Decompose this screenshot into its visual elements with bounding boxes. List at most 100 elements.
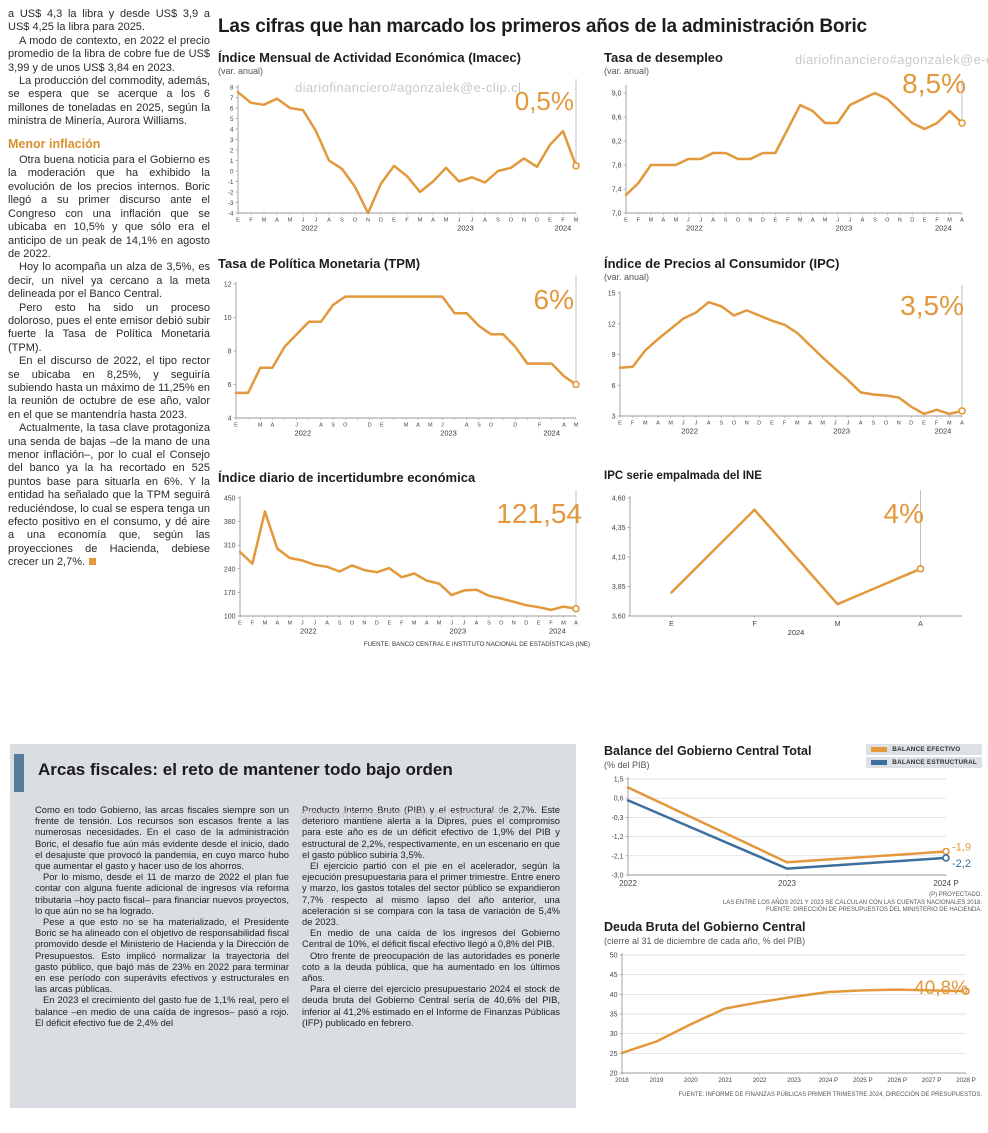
svg-text:E: E: [770, 421, 774, 427]
chart-title: Tasa de desempleo: [604, 50, 723, 65]
svg-text:A: A: [707, 421, 711, 427]
chart-current-value: 4%: [883, 498, 924, 529]
svg-text:F: F: [631, 421, 635, 427]
svg-text:2028 P: 2028 P: [956, 1077, 976, 1084]
imacec-line-chart: 8 7 6 5 4 3 2 1 0 -1 -2 -3 -4 E F M A M J J A S O N D E F M A M J J A S O N…: [218, 77, 590, 235]
svg-text:5: 5: [230, 116, 234, 123]
svg-text:A: A: [483, 218, 487, 224]
chart-subtitle: (var. anual): [604, 66, 650, 76]
paragraph: A modo de contexto, en 2022 el precio pr…: [8, 34, 210, 74]
svg-text:F: F: [538, 423, 542, 429]
svg-text:A: A: [711, 218, 715, 224]
svg-text:J: J: [295, 423, 298, 429]
paragraph: En medio de una caída de los ingresos de…: [302, 927, 560, 950]
svg-text:J: J: [313, 621, 316, 627]
svg-text:A: A: [275, 621, 279, 627]
legend-item-estructural: BALANCE ESTRUCTURAL: [866, 757, 982, 768]
chart-card-ipc-empalmada: IPC serie empalmada del INE 4,60 4,35 4,10…: [604, 470, 976, 638]
chart-card-balance: BALANCE EFECTIVO BALANCE ESTRUCTURAL Bal…: [604, 744, 982, 915]
svg-text:6: 6: [228, 382, 232, 389]
svg-text:-2: -2: [228, 189, 234, 196]
subhead-menor-inflacion: Menor inflación: [8, 136, 101, 151]
svg-text:S: S: [338, 621, 342, 627]
fiscal-column-2: Producto Interno Bruto (PIB) y el estruc…: [302, 804, 560, 1028]
svg-text:O: O: [350, 621, 355, 627]
svg-text:F: F: [549, 621, 553, 627]
svg-text:8: 8: [228, 349, 232, 356]
svg-text:S: S: [871, 421, 875, 427]
svg-text:E: E: [392, 218, 396, 224]
svg-text:J: J: [699, 218, 702, 224]
tpm-line-chart: 12 10 8 6 4 E M A J A S O D E M A M J A S O D F A M 2022 2023 2024: [218, 272, 590, 440]
svg-text:8,6: 8,6: [612, 115, 622, 122]
svg-text:A: A: [425, 621, 429, 627]
paragraph: En 2023 el crecimiento del gasto fue de …: [35, 994, 289, 1028]
svg-text:J: J: [315, 218, 318, 224]
svg-text:N: N: [745, 421, 749, 427]
svg-text:2024: 2024: [555, 224, 572, 233]
paragraph: Otro frente de preocupación de las autor…: [302, 949, 560, 984]
svg-text:S: S: [340, 218, 344, 224]
svg-text:M: M: [798, 218, 803, 224]
svg-text:F: F: [786, 218, 790, 224]
desempleo-line-chart: 9,0 8,6 8,2 7,8 7,4 7,0 E F M A M J J A S O N D E F M A M J J A S O…: [604, 77, 976, 235]
svg-text:E: E: [387, 621, 391, 627]
deuda-line-chart: 50 45 40 35 30 25 20 2018 2019 2020 2021 2022 2023 20…: [604, 947, 982, 1089]
paragraph: En el discurso de 2022, el tipo rector s…: [8, 355, 210, 421]
svg-text:J: J: [471, 218, 474, 224]
svg-text:M: M: [263, 621, 268, 627]
paragraph: La producción del commodity, además, se …: [8, 75, 210, 128]
svg-text:4,10: 4,10: [612, 555, 626, 562]
svg-text:2023: 2023: [440, 429, 457, 438]
svg-text:3: 3: [230, 137, 234, 144]
svg-text:-4: -4: [228, 210, 234, 217]
svg-text:J: J: [450, 621, 453, 627]
svg-text:170: 170: [224, 590, 236, 597]
svg-text:J: J: [301, 621, 304, 627]
chart-current-value: 8,5%: [902, 68, 966, 99]
svg-text:A: A: [562, 423, 566, 429]
svg-text:M: M: [444, 218, 449, 224]
svg-text:-1,2: -1,2: [611, 834, 623, 841]
svg-text:240: 240: [224, 566, 236, 573]
svg-text:N: N: [362, 621, 366, 627]
svg-text:9: 9: [612, 352, 616, 359]
svg-text:2023: 2023: [449, 627, 466, 636]
chart-card-tpm: Tasa de Política Monetaria (TPM) 12 10 8 6 4…: [218, 256, 590, 440]
svg-text:2020: 2020: [684, 1077, 698, 1084]
svg-text:E: E: [238, 621, 242, 627]
svg-text:2024: 2024: [543, 429, 560, 438]
chart-subtitle: (% del PIB): [604, 760, 650, 770]
chart-current-value: 40,8%: [914, 978, 968, 999]
svg-text:M: M: [412, 621, 417, 627]
legend-chip-efectivo: [871, 747, 888, 752]
chart-card-desempleo: Tasa de desempleo (var. anual) 9,0 8,6 8,2…: [604, 50, 976, 235]
svg-text:M: M: [418, 218, 423, 224]
svg-text:F: F: [752, 621, 756, 628]
svg-text:J: J: [458, 218, 461, 224]
svg-text:450: 450: [224, 496, 236, 503]
svg-text:380: 380: [224, 519, 236, 526]
svg-text:2023: 2023: [457, 224, 474, 233]
svg-text:E: E: [548, 218, 552, 224]
svg-text:A: A: [808, 421, 812, 427]
paragraph: Para el cierre del ejercicio presupuesta…: [302, 983, 560, 1028]
svg-text:M: M: [437, 621, 442, 627]
chart-current-value: 0,5%: [514, 86, 574, 116]
svg-text:A: A: [327, 218, 331, 224]
svg-text:6: 6: [612, 383, 616, 390]
svg-text:F: F: [783, 421, 787, 427]
svg-text:A: A: [960, 218, 964, 224]
ipc-empalmada-line-chart: 4,60 4,35 4,10 3,85 3,60 E F M A 2024: [604, 486, 976, 638]
chart-subtitle: (var. anual): [218, 66, 264, 76]
svg-text:N: N: [897, 421, 901, 427]
svg-text:3,60: 3,60: [612, 614, 626, 621]
svg-text:M: M: [288, 621, 293, 627]
svg-text:A: A: [431, 218, 435, 224]
svg-text:S: S: [331, 423, 335, 429]
svg-text:6: 6: [230, 105, 234, 112]
svg-text:E: E: [922, 421, 926, 427]
paragraph: Actualmente, la tasa clave protagoniza u…: [8, 422, 210, 569]
svg-text:-3,0: -3,0: [611, 873, 623, 880]
svg-text:3: 3: [612, 414, 616, 421]
